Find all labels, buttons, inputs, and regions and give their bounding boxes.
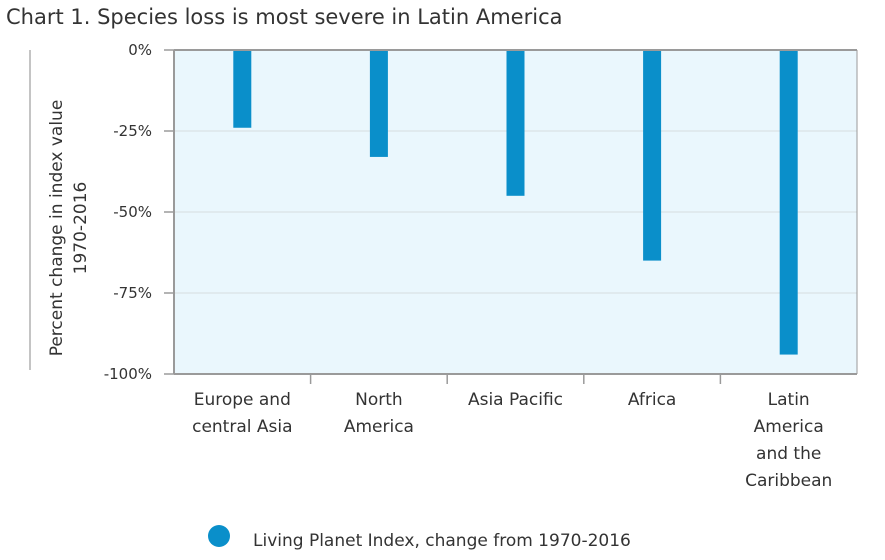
y-tick-labels: 0% -25% -50% -75% -100%: [104, 41, 152, 383]
bar: [779, 50, 798, 355]
bar: [233, 50, 252, 128]
y-axis-label-line-1: Percent change in index value: [47, 100, 67, 357]
y-axis-label-line-2: 1970-2016: [71, 182, 91, 275]
y-tick-label: -25%: [113, 122, 152, 140]
x-category-label: Africa: [628, 390, 677, 410]
y-tick-label: -75%: [113, 284, 152, 302]
y-tick-label: -50%: [113, 203, 152, 221]
bar: [643, 50, 662, 261]
axes: [29, 49, 858, 384]
bars: [233, 50, 798, 355]
y-axis-label: Percent change in index value 1970-2016: [47, 100, 91, 357]
legend-swatch: [208, 525, 230, 547]
legend: Living Planet Index, change from 1970-20…: [208, 525, 631, 551]
x-category-label: North America: [344, 390, 414, 437]
x-category-label: Europe and central Asia: [192, 390, 292, 437]
x-category-labels: Europe and central Asia North America Asia P…: [192, 390, 832, 491]
x-category-label: Asia Pacific: [468, 390, 563, 410]
y-tick-label: 0%: [128, 41, 152, 59]
chart-title: Chart 1. Species loss is most severe in …: [6, 5, 562, 29]
legend-label: Living Planet Index, change from 1970-20…: [253, 531, 631, 551]
x-category-label: Latin America and the Caribbean: [745, 390, 832, 491]
y-tick-label: -100%: [104, 365, 152, 383]
bar: [369, 50, 388, 157]
bar: [506, 50, 525, 196]
